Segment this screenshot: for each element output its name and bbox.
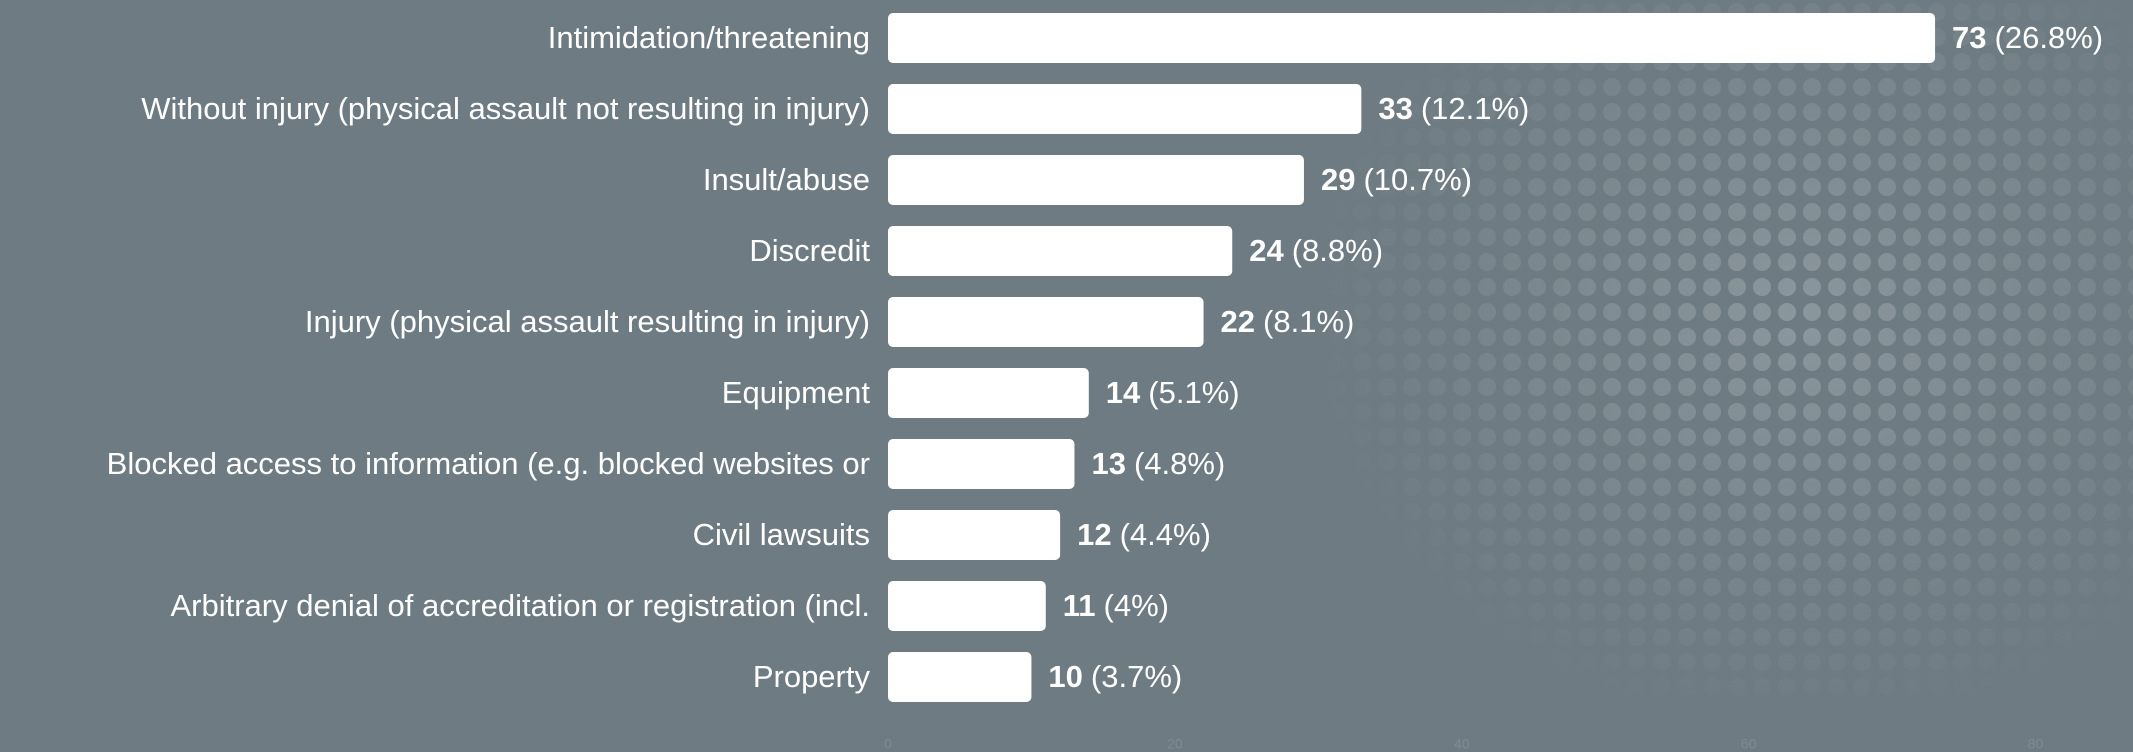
value-number: 13: [1091, 446, 1125, 481]
bar: [888, 13, 1936, 63]
value-number: 24: [1249, 233, 1284, 268]
background-dots: [1300, 0, 2133, 700]
x-tick-label: 20: [1167, 736, 1183, 752]
bar: [888, 297, 1204, 347]
x-tick-label: 40: [1454, 736, 1470, 752]
value-percent: (8.8%): [1292, 233, 1383, 268]
bar: [888, 439, 1075, 489]
bar: [888, 510, 1061, 560]
x-tick-label: 60: [1741, 736, 1757, 752]
bar: [888, 581, 1046, 631]
category-label: Intimidation/threatening: [548, 20, 870, 55]
value-percent: (10.7%): [1363, 162, 1472, 197]
value-number: 73: [1952, 20, 1986, 55]
value-label: 33 (12.1%): [1378, 91, 1529, 126]
value-label: 29 (10.7%): [1321, 162, 1472, 197]
value-label: 24 (8.8%): [1249, 233, 1383, 268]
category-label: Civil lawsuits: [693, 517, 870, 552]
value-percent: (3.7%): [1091, 659, 1182, 694]
value-number: 33: [1378, 91, 1412, 126]
category-label: Arbitrary denial of accreditation or reg…: [170, 588, 870, 623]
value-label: 12 (4.4%): [1077, 517, 1211, 552]
value-label: 13 (4.8%): [1091, 446, 1225, 481]
value-number: 14: [1106, 375, 1141, 410]
value-percent: (4.4%): [1120, 517, 1211, 552]
category-label: Discredit: [749, 233, 870, 268]
value-percent: (26.8%): [1995, 20, 2104, 55]
value-label: 22 (8.1%): [1221, 304, 1355, 339]
category-label: Injury (physical assault resulting in in…: [305, 304, 870, 339]
category-label: Insult/abuse: [703, 162, 870, 197]
value-label: 10 (3.7%): [1048, 659, 1182, 694]
value-percent: (5.1%): [1148, 375, 1239, 410]
value-label: 14 (5.1%): [1106, 375, 1240, 410]
value-number: 22: [1221, 304, 1255, 339]
value-number: 29: [1321, 162, 1355, 197]
value-percent: (4%): [1104, 588, 1169, 623]
value-number: 12: [1077, 517, 1111, 552]
bar: [888, 84, 1362, 134]
bar: [888, 652, 1032, 702]
bar: [888, 368, 1089, 418]
value-percent: (12.1%): [1421, 91, 1530, 126]
bar: [888, 155, 1304, 205]
x-tick-label: 80: [2028, 736, 2044, 752]
value-percent: (8.1%): [1263, 304, 1354, 339]
value-label: 11 (4%): [1063, 588, 1169, 623]
category-label: Property: [753, 659, 871, 694]
bar: [888, 226, 1233, 276]
x-tick-label: 0: [884, 736, 892, 752]
category-label: Blocked access to information (e.g. bloc…: [107, 446, 870, 481]
category-label: Equipment: [722, 375, 871, 410]
value-number: 10: [1048, 659, 1082, 694]
category-label: Without injury (physical assault not res…: [141, 91, 870, 126]
value-number: 11: [1063, 588, 1096, 623]
value-percent: (4.8%): [1134, 446, 1225, 481]
value-label: 73 (26.8%): [1952, 20, 2103, 55]
